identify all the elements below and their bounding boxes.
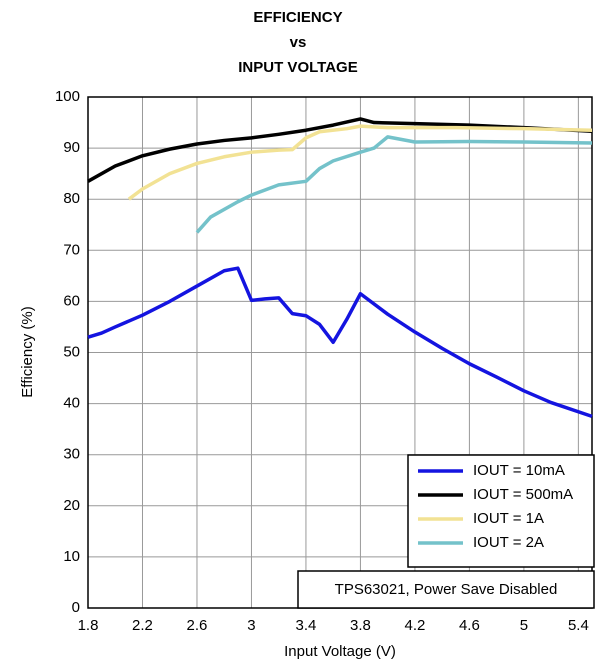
x-tick-label: 4.2 (404, 617, 425, 634)
chart-title: vs (290, 34, 307, 51)
x-tick-label: 3.4 (296, 617, 317, 634)
series-line (127, 124, 593, 201)
legend-label: IOUT = 500mA (473, 486, 573, 503)
y-tick-label: 30 (63, 446, 80, 463)
x-tick-label: 5.4 (568, 617, 589, 634)
y-tick-label: 90 (63, 139, 80, 156)
y-tick-label: 0 (72, 599, 80, 616)
y-tick-label: 10 (63, 548, 80, 565)
x-tick-label: 3 (247, 617, 255, 634)
y-tick-label: 60 (63, 292, 80, 309)
x-tick-label: 1.8 (78, 617, 99, 634)
x-axis-label: Input Voltage (V) (284, 643, 396, 660)
legend-label: IOUT = 1A (473, 510, 544, 527)
legend (407, 454, 595, 568)
legend-label: IOUT = 10mA (473, 462, 565, 479)
x-tick-label: 2.2 (132, 617, 153, 634)
annotation-box (297, 570, 595, 609)
y-axis-label: Efficiency (%) (19, 306, 36, 397)
x-tick-label: 4.6 (459, 617, 480, 634)
series-line (195, 135, 593, 234)
y-tick-label: 100 (55, 88, 80, 105)
chart-title: INPUT VOLTAGE (238, 59, 357, 76)
legend-label: IOUT = 2A (473, 534, 544, 551)
series-line (87, 266, 593, 419)
x-tick-label: 3.8 (350, 617, 371, 634)
series-line (87, 117, 593, 183)
y-tick-label: 40 (63, 395, 80, 412)
y-tick-label: 50 (63, 343, 80, 360)
y-tick-label: 20 (63, 497, 80, 514)
chart-title: EFFICIENCY (253, 9, 342, 26)
x-tick-label: 5 (520, 617, 528, 634)
y-tick-label: 70 (63, 241, 80, 258)
x-tick-label: 2.6 (187, 617, 208, 634)
annotation: TPS63021, Power Save Disabled (335, 581, 558, 598)
y-tick-label: 80 (63, 190, 80, 207)
